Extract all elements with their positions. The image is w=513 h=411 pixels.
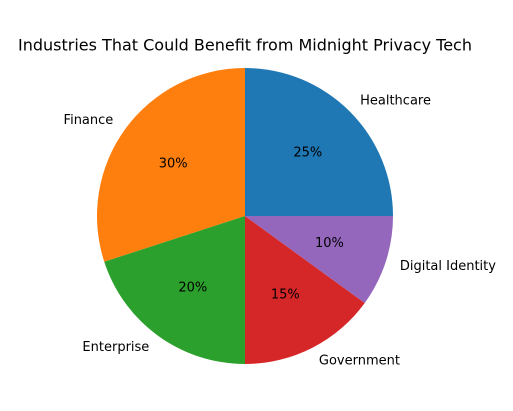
pie-slice bbox=[97, 68, 246, 262]
value-label: 30% bbox=[159, 156, 188, 171]
pie-slice bbox=[104, 216, 245, 364]
slice-label: Finance bbox=[64, 113, 114, 128]
value-label: 25% bbox=[293, 146, 322, 161]
slice-label: Digital Identity bbox=[400, 259, 496, 274]
pie-slice bbox=[245, 216, 365, 364]
value-label: 10% bbox=[315, 236, 344, 251]
slice-label: Enterprise bbox=[82, 340, 149, 355]
value-label: 20% bbox=[178, 280, 207, 295]
pie-slice bbox=[245, 68, 393, 216]
pie-slice bbox=[245, 216, 394, 303]
chart-title: Industries That Could Benefit from Midni… bbox=[18, 36, 472, 55]
slice-label: Government bbox=[319, 354, 400, 369]
slice-label: Healthcare bbox=[360, 93, 431, 108]
value-label: 15% bbox=[271, 288, 300, 303]
